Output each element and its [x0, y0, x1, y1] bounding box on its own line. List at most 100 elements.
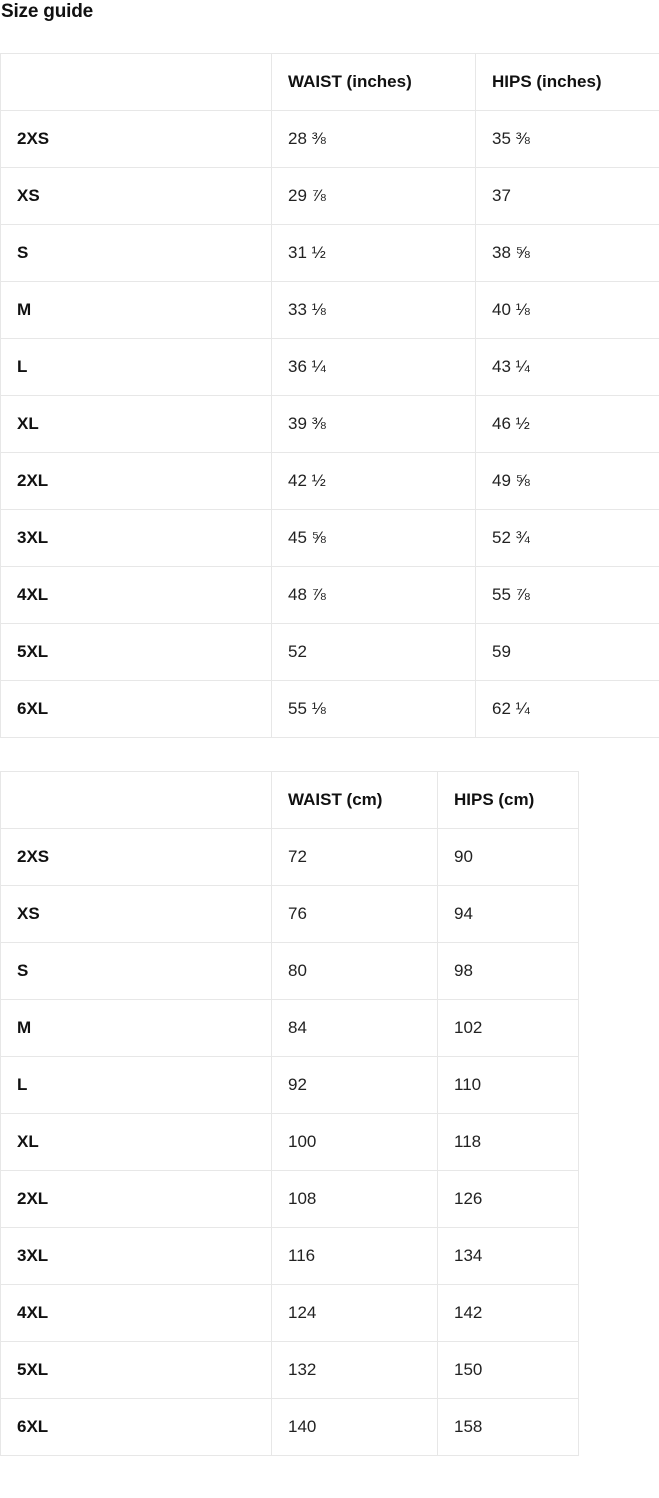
- size-label: XS: [0, 885, 272, 943]
- hips-value: 46 ½: [475, 395, 659, 453]
- header-cell-empty: [0, 771, 272, 829]
- table-row: 4XL 124 142: [0, 1284, 579, 1342]
- size-label: L: [0, 338, 272, 396]
- hips-value: 62 ¼: [475, 680, 659, 738]
- header-cell-hips-inches: HIPS (inches): [475, 53, 659, 111]
- size-table-cm-body: 2XS 72 90 XS 76 94 S 80 98 M 84 102 L 92 110 XL 100 118 2X…: [0, 828, 579, 1456]
- hips-value: 150: [437, 1341, 579, 1399]
- table-row: XL 100 118: [0, 1113, 579, 1171]
- size-label: 4XL: [0, 566, 272, 624]
- waist-value: 132: [271, 1341, 438, 1399]
- size-label: 3XL: [0, 1227, 272, 1285]
- header-row: WAIST (cm) HIPS (cm): [0, 771, 579, 829]
- waist-value: 28 ⅜: [271, 110, 476, 168]
- table-row: 2XL 108 126: [0, 1170, 579, 1228]
- hips-value: 94: [437, 885, 579, 943]
- hips-value: 126: [437, 1170, 579, 1228]
- waist-value: 33 ⅛: [271, 281, 476, 339]
- size-label: 6XL: [0, 680, 272, 738]
- waist-value: 108: [271, 1170, 438, 1228]
- size-label: 6XL: [0, 1398, 272, 1456]
- hips-value: 37: [475, 167, 659, 225]
- table-row: L 92 110: [0, 1056, 579, 1114]
- hips-value: 49 ⅝: [475, 452, 659, 510]
- size-label: L: [0, 1056, 272, 1114]
- size-label: 5XL: [0, 1341, 272, 1399]
- header-cell-waist-cm: WAIST (cm): [271, 771, 438, 829]
- waist-value: 116: [271, 1227, 438, 1285]
- table-row: L 36 ¼ 43 ¼: [0, 338, 659, 396]
- hips-value: 90: [437, 828, 579, 886]
- waist-value: 80: [271, 942, 438, 1000]
- table-row: 2XL 42 ½ 49 ⅝: [0, 452, 659, 510]
- table-row: M 33 ⅛ 40 ⅛: [0, 281, 659, 339]
- hips-value: 43 ¼: [475, 338, 659, 396]
- table-row: 3XL 116 134: [0, 1227, 579, 1285]
- table-row: 6XL 140 158: [0, 1398, 579, 1456]
- waist-value: 29 ⅞: [271, 167, 476, 225]
- size-label: 4XL: [0, 1284, 272, 1342]
- size-label: M: [0, 281, 272, 339]
- hips-value: 98: [437, 942, 579, 1000]
- size-label: 5XL: [0, 623, 272, 681]
- hips-value: 142: [437, 1284, 579, 1342]
- hips-value: 118: [437, 1113, 579, 1171]
- size-table-inches-header: WAIST (inches) HIPS (inches): [0, 53, 659, 111]
- table-row: 5XL 132 150: [0, 1341, 579, 1399]
- size-label: XS: [0, 167, 272, 225]
- size-label: M: [0, 999, 272, 1057]
- waist-value: 92: [271, 1056, 438, 1114]
- hips-value: 35 ⅜: [475, 110, 659, 168]
- size-table-inches-body: 2XS 28 ⅜ 35 ⅜ XS 29 ⅞ 37 S 31 ½ 38 ⅝ M 33 ⅛ 40 ⅛ L 36…: [0, 110, 659, 738]
- waist-value: 100: [271, 1113, 438, 1171]
- table-row: S 31 ½ 38 ⅝: [0, 224, 659, 282]
- size-table-cm-header: WAIST (cm) HIPS (cm): [0, 771, 579, 829]
- waist-value: 48 ⅞: [271, 566, 476, 624]
- size-label: 2XL: [0, 1170, 272, 1228]
- hips-value: 102: [437, 999, 579, 1057]
- table-row: 6XL 55 ⅛ 62 ¼: [0, 680, 659, 738]
- hips-value: 52 ¾: [475, 509, 659, 567]
- table-row: 4XL 48 ⅞ 55 ⅞: [0, 566, 659, 624]
- hips-value: 38 ⅝: [475, 224, 659, 282]
- hips-value: 110: [437, 1056, 579, 1114]
- size-label: S: [0, 224, 272, 282]
- size-label: XL: [0, 395, 272, 453]
- table-row: XS 76 94: [0, 885, 579, 943]
- table-row: 2XS 72 90: [0, 828, 579, 886]
- waist-value: 39 ⅜: [271, 395, 476, 453]
- table-row: 2XS 28 ⅜ 35 ⅜: [0, 110, 659, 168]
- size-table-cm: WAIST (cm) HIPS (cm) 2XS 72 90 XS 76 94 S 80 98 M 8…: [0, 771, 579, 1456]
- size-label: 2XL: [0, 452, 272, 510]
- table-row: XL 39 ⅜ 46 ½: [0, 395, 659, 453]
- waist-value: 72: [271, 828, 438, 886]
- header-row: WAIST (inches) HIPS (inches): [0, 53, 659, 111]
- table-row: S 80 98: [0, 942, 579, 1000]
- header-cell-empty: [0, 53, 272, 111]
- waist-value: 31 ½: [271, 224, 476, 282]
- hips-value: 134: [437, 1227, 579, 1285]
- size-label: S: [0, 942, 272, 1000]
- hips-value: 40 ⅛: [475, 281, 659, 339]
- size-label: 2XS: [0, 828, 272, 886]
- page-title: Size guide: [1, 1, 93, 22]
- waist-value: 124: [271, 1284, 438, 1342]
- waist-value: 140: [271, 1398, 438, 1456]
- waist-value: 52: [271, 623, 476, 681]
- header-cell-waist-inches: WAIST (inches): [271, 53, 476, 111]
- header-cell-hips-cm: HIPS (cm): [437, 771, 579, 829]
- size-label: XL: [0, 1113, 272, 1171]
- waist-value: 84: [271, 999, 438, 1057]
- hips-value: 59: [475, 623, 659, 681]
- table-row: XS 29 ⅞ 37: [0, 167, 659, 225]
- hips-value: 158: [437, 1398, 579, 1456]
- waist-value: 76: [271, 885, 438, 943]
- table-row: M 84 102: [0, 999, 579, 1057]
- table-row: 5XL 52 59: [0, 623, 659, 681]
- hips-value: 55 ⅞: [475, 566, 659, 624]
- waist-value: 42 ½: [271, 452, 476, 510]
- waist-value: 45 ⅝: [271, 509, 476, 567]
- size-label: 2XS: [0, 110, 272, 168]
